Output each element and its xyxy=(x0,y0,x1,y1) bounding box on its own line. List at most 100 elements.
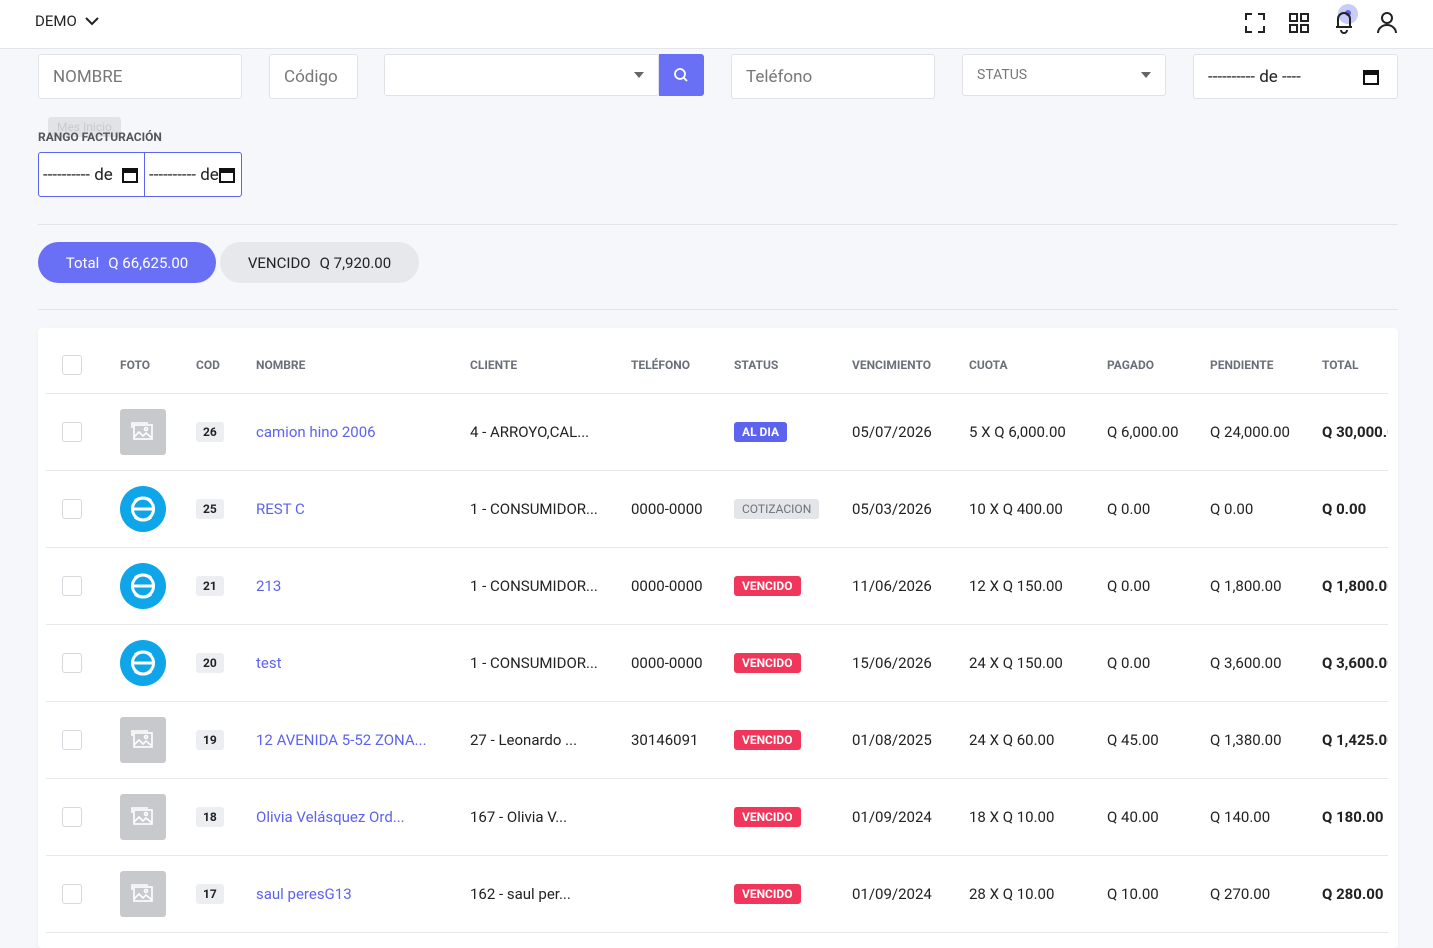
logo xyxy=(120,486,166,532)
date-input[interactable]: ---------- de ---- xyxy=(1193,54,1398,99)
row-checkbox[interactable] xyxy=(62,576,82,596)
telefono-input[interactable]: Teléfono xyxy=(731,54,935,99)
total: Q 30,000.00 xyxy=(1322,423,1388,441)
divider xyxy=(38,224,1398,225)
user-icon[interactable] xyxy=(1376,11,1398,35)
image-placeholder xyxy=(120,717,166,763)
column-header[interactable]: VENCIMIENTO xyxy=(852,358,932,372)
fullscreen-icon[interactable] xyxy=(1244,12,1266,34)
header-checkbox[interactable] xyxy=(62,355,82,375)
rango-label: RANGO FACTURACIÓN xyxy=(38,130,162,144)
cod-badge: 19 xyxy=(196,730,224,750)
photo xyxy=(120,794,166,840)
placeholder: NOMBRE xyxy=(53,66,123,87)
nombre-input[interactable]: NOMBRE xyxy=(38,54,242,99)
row-checkbox[interactable] xyxy=(62,807,82,827)
row-checkbox[interactable] xyxy=(62,653,82,673)
vencimiento: 05/07/2026 xyxy=(852,423,932,441)
column-header[interactable]: STATUS xyxy=(734,358,779,372)
search-button[interactable] xyxy=(659,54,704,96)
cod-badge: 25 xyxy=(196,499,224,519)
rango-hasta[interactable]: ---------- de xyxy=(145,153,241,196)
column-header[interactable]: PAGADO xyxy=(1107,358,1155,372)
telefono: 30146091 xyxy=(631,731,699,749)
pagado: Q 6,000.00 xyxy=(1107,423,1179,441)
nombre-link[interactable]: 12 AVENIDA 5-52 ZONA... xyxy=(256,731,427,749)
calendar-icon xyxy=(1363,70,1379,85)
search-icon xyxy=(674,68,688,82)
pendiente: Q 270.00 xyxy=(1210,885,1271,903)
pendiente: Q 24,000.00 xyxy=(1210,423,1290,441)
total: Q 1,800.00 xyxy=(1322,577,1388,595)
total: Q 0.00 xyxy=(1322,500,1367,518)
caret xyxy=(634,72,644,78)
brand-menu[interactable]: DEMO xyxy=(35,12,99,30)
column-header[interactable]: TELÉFONO xyxy=(631,358,691,372)
nombre-link[interactable]: saul peresG13 xyxy=(256,885,352,903)
cuota: 5 X Q 6,000.00 xyxy=(969,423,1066,441)
caret xyxy=(1141,72,1151,78)
column-header[interactable]: PENDIENTE xyxy=(1210,358,1274,372)
column-header[interactable]: COD xyxy=(196,358,220,372)
codigo-input[interactable]: Código xyxy=(269,54,358,99)
apps-icon[interactable] xyxy=(1288,12,1310,34)
photo xyxy=(120,409,166,455)
nombre-link[interactable]: test xyxy=(256,654,282,672)
nombre-link[interactable]: REST C xyxy=(256,500,305,518)
vencimiento: 01/09/2024 xyxy=(852,808,932,826)
photo xyxy=(120,563,166,609)
status-badge: VENCIDO xyxy=(734,576,801,596)
column-header[interactable]: CLIENTE xyxy=(470,358,518,372)
cod-badge: 21 xyxy=(196,576,224,596)
row-checkbox[interactable] xyxy=(62,884,82,904)
row-divider xyxy=(46,393,1388,394)
pendiente: Q 140.00 xyxy=(1210,808,1271,826)
status-badge: VENCIDO xyxy=(734,653,801,673)
notification-icon[interactable] xyxy=(1330,3,1360,35)
cliente: 167 - Olivia V... xyxy=(470,808,568,826)
row-checkbox[interactable] xyxy=(62,730,82,750)
telefono: 0000-0000 xyxy=(631,577,703,595)
summary-pill[interactable]: VENCIDO Q 7,920.00 xyxy=(220,242,419,283)
placeholder: Código xyxy=(284,66,338,87)
pagado: Q 0.00 xyxy=(1107,500,1151,518)
pendiente: Q 1,380.00 xyxy=(1210,731,1282,749)
cliente-select[interactable] xyxy=(384,54,659,96)
rango-group: ---------- de ---------- de xyxy=(38,152,242,197)
cuota: 12 X Q 150.00 xyxy=(969,577,1063,595)
rango-desde[interactable]: ---------- de xyxy=(39,153,145,196)
cliente: 1 - CONSUMIDOR... xyxy=(470,577,598,595)
nombre-link[interactable]: Olivia Velásquez Ord... xyxy=(256,808,405,826)
total: Q 180.00 xyxy=(1322,808,1384,826)
summary-pill[interactable]: Total Q 66,625.00 xyxy=(38,242,216,283)
row-checkbox[interactable] xyxy=(62,499,82,519)
date-text: ---------- de xyxy=(149,164,219,185)
nombre-link[interactable]: 213 xyxy=(256,577,282,595)
calendar-icon xyxy=(122,168,138,183)
nombre-link[interactable]: camion hino 2006 xyxy=(256,423,376,441)
row-divider xyxy=(46,470,1388,471)
status-badge: VENCIDO xyxy=(734,884,801,904)
vencimiento: 15/06/2026 xyxy=(852,654,932,672)
column-header[interactable]: CUOTA xyxy=(969,358,1008,372)
row-divider xyxy=(46,624,1388,625)
cod-badge: 26 xyxy=(196,422,224,442)
cod-badge: 18 xyxy=(196,807,224,827)
row-checkbox[interactable] xyxy=(62,422,82,442)
status-select[interactable]: STATUS xyxy=(962,54,1166,96)
pill-label: Total xyxy=(65,253,100,272)
column-header[interactable]: FOTO xyxy=(120,358,151,372)
column-header[interactable]: NOMBRE xyxy=(256,358,306,372)
pagado: Q 0.00 xyxy=(1107,577,1151,595)
calendar-icon xyxy=(219,168,235,183)
status-badge: COTIZACION xyxy=(734,499,820,519)
row-divider xyxy=(46,701,1388,702)
vencimiento: 11/06/2026 xyxy=(852,577,932,595)
placeholder: STATUS xyxy=(977,67,1028,83)
telefono: 0000-0000 xyxy=(631,654,703,672)
row-divider xyxy=(46,547,1388,548)
column-header[interactable]: TOTAL xyxy=(1322,358,1359,372)
cuota: 24 X Q 150.00 xyxy=(969,654,1063,672)
image-placeholder xyxy=(120,871,166,917)
cuota: 24 X Q 60.00 xyxy=(969,731,1055,749)
